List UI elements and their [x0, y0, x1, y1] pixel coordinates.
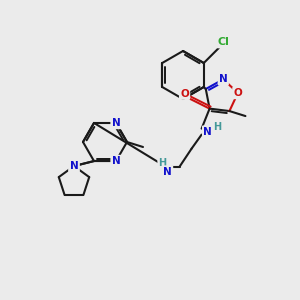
Text: O: O	[180, 88, 189, 99]
Text: H: H	[214, 122, 222, 132]
Text: H: H	[158, 158, 167, 168]
Text: Cl: Cl	[218, 37, 230, 47]
Text: O: O	[233, 88, 242, 98]
Text: N: N	[112, 156, 120, 166]
Text: N: N	[219, 74, 228, 84]
Text: N: N	[70, 161, 78, 171]
Text: N: N	[163, 167, 172, 177]
Text: N: N	[203, 127, 212, 136]
Text: N: N	[112, 118, 120, 128]
Text: N: N	[70, 161, 78, 171]
